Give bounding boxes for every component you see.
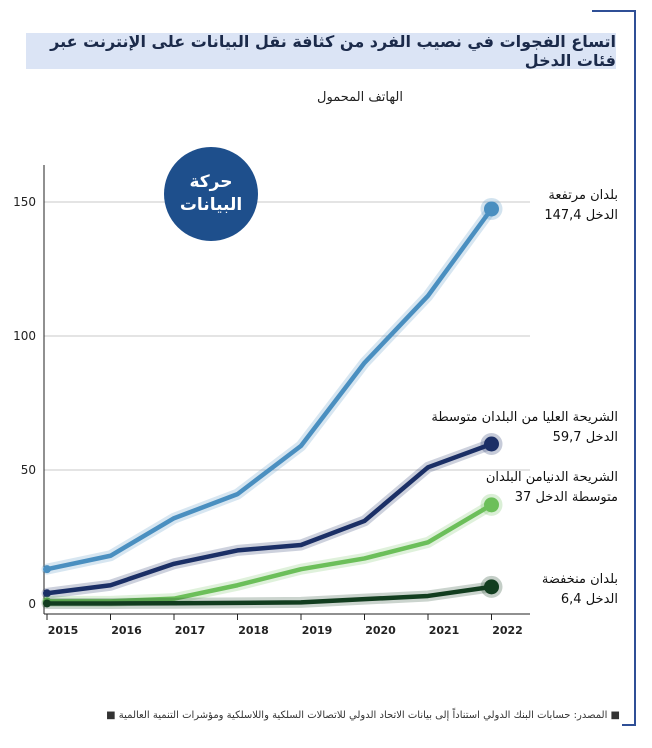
data-traffic-badge: حركة البيانات [164,147,258,241]
series-end-point-high [484,201,499,217]
label-lower-middle-line2: متوسطة الدخل 37 [514,489,618,505]
frame-top-tick [592,10,636,12]
x-tick-label-2016: 2016 [111,624,142,637]
chart-title: اتساع الفجوات في نصيب الفرد من كثافة نقل… [26,32,616,70]
label-lower-middle-income: الشريحة الدنيامن البلدان متوسطة الدخل 37 [486,468,618,507]
series-start-point-low [43,599,51,608]
x-tick-label-2015: 2015 [48,624,79,637]
x-tick-label-2017: 2017 [175,624,206,637]
series-start-point-high [43,565,51,574]
series-line-upper_middle [44,441,494,596]
label-upper-middle-line2: الدخل 59,7 [552,429,618,445]
frame-right-border [634,10,636,726]
x-tick-label-2020: 2020 [365,624,396,637]
x-tick-label-2022: 2022 [492,624,523,637]
label-low-line2: الدخل 6,4 [560,591,618,607]
chart-subtitle: الهاتف المحمول [317,90,403,105]
series-line-high [44,206,494,572]
x-tick-label-2019: 2019 [302,624,333,637]
x-tick-label-2021: 2021 [429,624,460,637]
label-upper-middle-line1: الشريحة العليا من البلدان متوسطة [431,410,618,425]
label-lower-middle-line1: الشريحة الدنيامن البلدان [485,470,618,485]
y-tick-label-100: 100 [13,329,36,343]
y-tick-label-50: 50 [21,463,36,477]
series-line-lower_middle [44,502,494,604]
y-tick-label-0: 0 [28,597,36,611]
y-tick-label-150: 150 [13,195,36,209]
series-start-point-upper_middle [43,589,51,598]
series-glow-high [41,203,497,575]
series-end-point-upper_middle [484,436,499,452]
label-high-line1: بلدان مرتفعة [548,188,618,203]
label-low-line1: بلدان منخفضة [541,572,618,587]
label-high-line2: الدخل 147,4 [544,207,618,223]
label-low-income: بلدان منخفضة الدخل 6,4 [542,570,618,609]
label-high-income: بلدان مرتفعة الدخل 147,4 [544,186,618,225]
series-end-point-low [484,579,499,595]
x-tick-label-2018: 2018 [238,624,269,637]
series-line-low [44,584,494,606]
series-end-point-lower_middle [484,497,499,513]
frame-bottom-tick [622,724,636,726]
source-footnote: ■ المصدر: حسابات البنك الدولي استناداً إ… [106,710,620,721]
label-upper-middle-income: الشريحة العليا من البلدان متوسطة الدخل 5… [431,408,618,447]
